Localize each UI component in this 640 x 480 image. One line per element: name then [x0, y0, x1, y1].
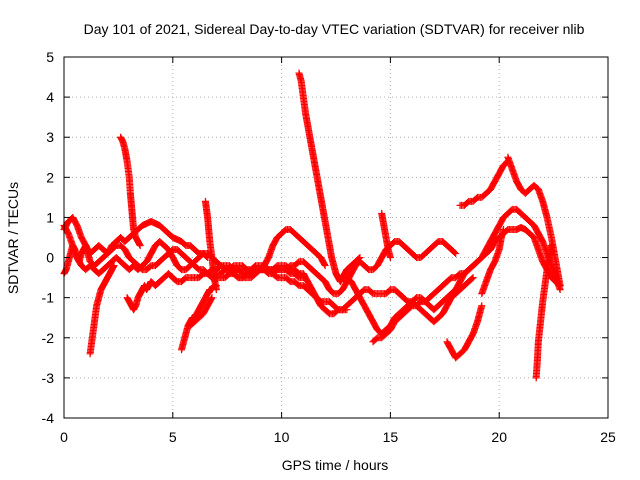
data-point — [547, 242, 555, 250]
series-track-t — [532, 242, 555, 382]
series-track-m — [343, 205, 564, 338]
x-tick-label: 15 — [383, 429, 399, 445]
x-tick-label: 5 — [169, 429, 177, 445]
data-point — [321, 262, 329, 270]
x-tick-label: 25 — [600, 429, 616, 445]
data-point — [451, 249, 459, 257]
chart-title: Day 101 of 2021, Sidereal Day-to-day VTE… — [84, 21, 585, 37]
data-point — [556, 282, 564, 290]
y-tick-label: 4 — [46, 89, 54, 105]
x-axis-label: GPS time / hours — [282, 457, 389, 473]
data-point — [469, 274, 477, 282]
series-track-k — [234, 238, 460, 298]
y-tick-label: 2 — [46, 169, 54, 185]
series-track-l — [295, 69, 364, 286]
y-tick-label: -3 — [42, 370, 55, 386]
grid-layer — [64, 57, 608, 418]
data-point — [355, 255, 363, 263]
data-point — [500, 225, 508, 233]
series-track-j — [212, 225, 329, 282]
data-point — [356, 254, 364, 262]
y-tick-label: 3 — [46, 129, 54, 145]
y-tick-label: 0 — [46, 250, 54, 266]
data-point — [478, 302, 486, 310]
data-point — [110, 262, 118, 270]
data-point — [320, 260, 328, 268]
series-track-e — [117, 133, 144, 250]
plot-frame — [63, 56, 609, 419]
series-track-h — [186, 294, 216, 330]
series-track-n — [369, 274, 477, 346]
x-tick-label: 10 — [274, 429, 290, 445]
ticks-layer: 0 5 10 15 20 25 -4 -3 -2 -1 0 1 2 3 4 5 — [42, 49, 616, 445]
series-track-i — [201, 197, 220, 294]
data-point — [212, 286, 220, 294]
y-tick-label: -2 — [42, 330, 55, 346]
data-point — [136, 242, 144, 250]
series-track-d — [86, 262, 118, 358]
data-point — [386, 254, 394, 262]
series-track-p — [443, 302, 486, 362]
data-point — [452, 250, 460, 258]
data-point — [468, 275, 476, 283]
y-tick-label: 5 — [46, 49, 54, 65]
marks-layer — [60, 69, 564, 382]
series-track-q — [456, 157, 512, 209]
x-tick-label: 20 — [491, 429, 507, 445]
y-axis-label: SDTVAR / TECUs — [5, 182, 21, 294]
series-track-s — [478, 225, 508, 298]
y-tick-label: -1 — [42, 290, 55, 306]
y-tick-label: -4 — [42, 410, 55, 426]
y-tick-label: 1 — [46, 209, 54, 225]
data-point — [208, 294, 216, 302]
series-track-o — [378, 209, 394, 262]
x-tick-label: 0 — [60, 429, 68, 445]
